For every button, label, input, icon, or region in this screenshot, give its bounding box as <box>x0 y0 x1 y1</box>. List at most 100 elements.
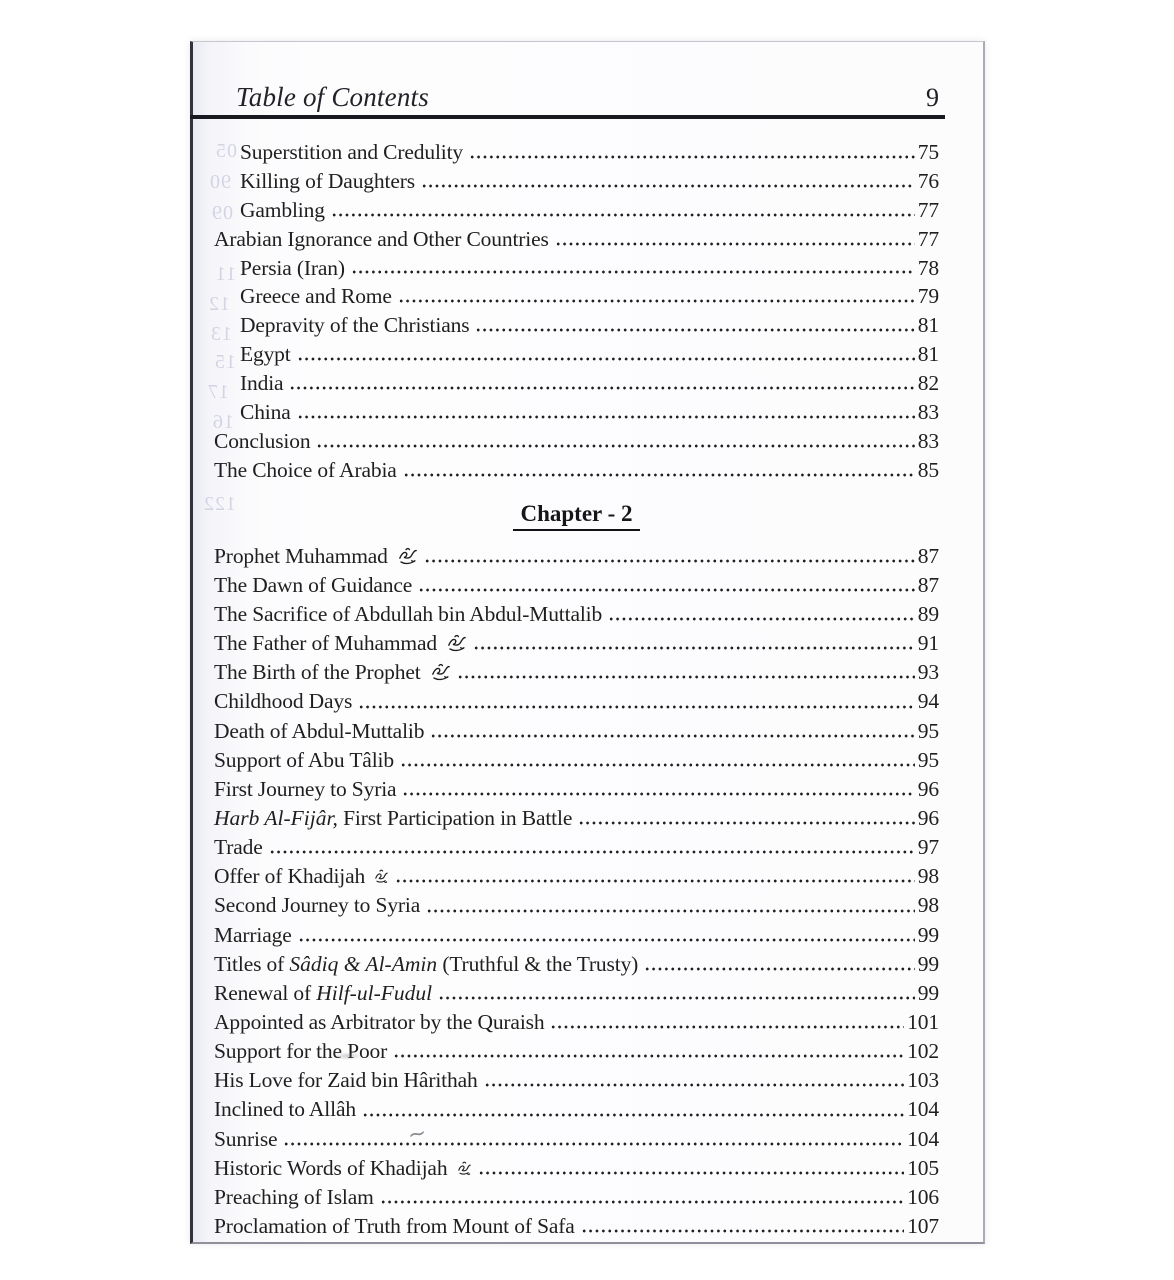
entry-title: Titles of Sâdiq & Al-Amin (Truthful & th… <box>214 951 639 976</box>
dot-leader <box>361 1095 905 1125</box>
entry-page-number: 82 <box>917 371 939 396</box>
entry-title: Depravity of the Christians <box>240 313 470 338</box>
entry-page-number: 99 <box>917 951 939 976</box>
dot-leader <box>580 1211 905 1242</box>
dot-leader <box>402 774 915 804</box>
dot-leader <box>397 282 915 312</box>
entry-title: Arabian Ignorance and Other Countries <box>214 226 549 251</box>
dot-leader <box>426 891 915 921</box>
entry-title: Appointed as Arbitrator by the Quraish <box>214 1009 545 1034</box>
toc-entry: The Birth of the Prophet 93 <box>214 658 939 688</box>
entry-title: Trade <box>214 835 263 860</box>
toc-entry: The Choice of Arabia 85 <box>214 455 939 485</box>
toc-entry: Second Journey to Syria 98 <box>214 891 939 921</box>
book-page: 05 90 09 11 12 13 15 17 16 122 Table of Contents … <box>190 41 985 1244</box>
entry-page-number: 106 <box>907 1184 939 1209</box>
chapter-heading: Chapter - 2 <box>214 501 939 531</box>
entry-title: The Dawn of Guidance <box>214 572 413 597</box>
entry-page-number: 97 <box>917 835 939 860</box>
entry-title: The Father of Muhammad <box>214 629 467 658</box>
entry-title: Support of Abu Tâlib <box>214 747 394 772</box>
sallallahu-alayhi-wa-sallam-symbol <box>431 661 451 690</box>
entry-title: Prophet Muhammad <box>214 542 418 571</box>
header-rule <box>190 115 945 119</box>
page-title: Table of Contents <box>236 82 429 112</box>
dot-leader <box>297 920 915 950</box>
entry-page-number: 75 <box>917 140 939 164</box>
entry-title: Persia (Iran) <box>240 255 345 280</box>
dot-leader <box>268 833 915 863</box>
sallallahu-alayhi-wa-sallam-symbol <box>398 545 418 574</box>
entry-title: Inclined to Allâh <box>214 1097 356 1122</box>
entry-page-number: 98 <box>917 893 939 918</box>
toc-entry: Titles of Sâdiq & Al-Amin (Truthful & th… <box>214 949 939 979</box>
sallallahu-alayhi-wa-sallam-symbol <box>447 632 467 661</box>
dot-leader <box>608 599 915 630</box>
toc-entry: Renewal of Hilf-ul-Fudul 99 <box>214 978 939 1008</box>
toc-entry: The Dawn of Guidance 87 <box>214 570 939 600</box>
entry-page-number: 96 <box>917 805 939 830</box>
entry-page-number: 107 <box>907 1213 939 1238</box>
entry-page-number: 104 <box>907 1126 939 1151</box>
entry-title: Egypt <box>240 342 291 367</box>
toc-entry: Appointed as Arbitrator by the Quraish 1… <box>214 1007 939 1038</box>
entry-page-number: 87 <box>917 543 939 568</box>
toc-entry: Inclined to Allâh 104 <box>214 1095 939 1125</box>
entry-page-number: 76 <box>917 168 939 193</box>
entry-title: Greece and Rome <box>240 284 392 309</box>
entry-title: Preaching of Islam <box>214 1184 374 1209</box>
dot-leader <box>420 166 915 196</box>
entry-page-number: 95 <box>917 718 939 743</box>
toc-entry: Superstition and Credulity 75 <box>214 138 939 167</box>
entry-title: Childhood Days <box>214 689 353 714</box>
entry-page-number: 91 <box>917 631 939 656</box>
dot-leader <box>316 426 915 456</box>
toc-entry: Conclusion 83 <box>214 426 939 456</box>
entry-title: The Sacrifice of Abdullah bin Abdul-Mutt… <box>214 601 603 626</box>
dot-leader <box>483 1066 905 1096</box>
toc-entry: China 83 <box>214 398 939 427</box>
dot-leader <box>402 455 915 485</box>
entry-page-number: 94 <box>917 689 939 714</box>
entry-title: Gambling <box>240 197 325 222</box>
dot-leader <box>423 541 915 571</box>
smudge-artifact <box>333 1052 363 1060</box>
toc-entry: The Father of Muhammad 91 <box>214 629 939 659</box>
toc-entry: India 82 <box>214 369 939 399</box>
radhiallahu-anha-symbol <box>457 1156 472 1185</box>
dot-leader <box>473 629 915 659</box>
entry-title: Historic Words of Khadijah <box>214 1154 472 1183</box>
entry-title: Superstition and Credulity <box>240 140 464 164</box>
entry-page-number: 83 <box>917 400 939 425</box>
entry-title: Harb Al-Fijâr, First Participation in Ba… <box>214 805 573 830</box>
toc-entry: Sunrise 104 <box>214 1124 939 1154</box>
entry-title: Marriage <box>214 922 292 947</box>
dot-leader <box>330 195 915 225</box>
dot-leader <box>475 311 915 341</box>
toc-section: Superstition and Credulity 75 Killing of D… <box>214 138 939 485</box>
dot-leader <box>395 862 915 892</box>
dot-leader <box>456 658 915 688</box>
dot-leader <box>644 949 915 979</box>
toc-entry: Prophet Muhammad 87 <box>214 541 939 571</box>
toc-entry: Marriage 99 <box>214 920 939 950</box>
entry-title: Conclusion <box>214 428 311 453</box>
entry-title: First Journey to Syria <box>214 776 397 801</box>
toc-entry: Historic Words of Khadijah 105 <box>214 1153 939 1183</box>
dot-leader <box>289 369 915 399</box>
entry-title: Support for the Poor <box>214 1039 388 1064</box>
toc-entry: Childhood Days 94 <box>214 687 939 717</box>
entry-title: India <box>240 371 284 396</box>
toc-entry: Support of Abu Tâlib 95 <box>214 745 939 775</box>
entry-page-number: 87 <box>917 572 939 597</box>
toc-section: Chapter - 2 Prophet Muhammad 87 The Dawn o… <box>214 501 939 1242</box>
entry-title: Killing of Daughters <box>240 168 415 193</box>
entry-page-number: 95 <box>917 747 939 772</box>
entry-title: The Birth of the Prophet <box>214 658 451 687</box>
entry-page-number: 104 <box>907 1097 939 1122</box>
entry-title: Renewal of Hilf-ul-Fudul <box>214 980 433 1005</box>
entry-page-number: 85 <box>917 457 939 482</box>
chapter-heading-text: Chapter - 2 <box>513 501 640 531</box>
entry-title: China <box>240 400 291 425</box>
toc-entry: Persia (Iran) 78 <box>214 253 939 283</box>
